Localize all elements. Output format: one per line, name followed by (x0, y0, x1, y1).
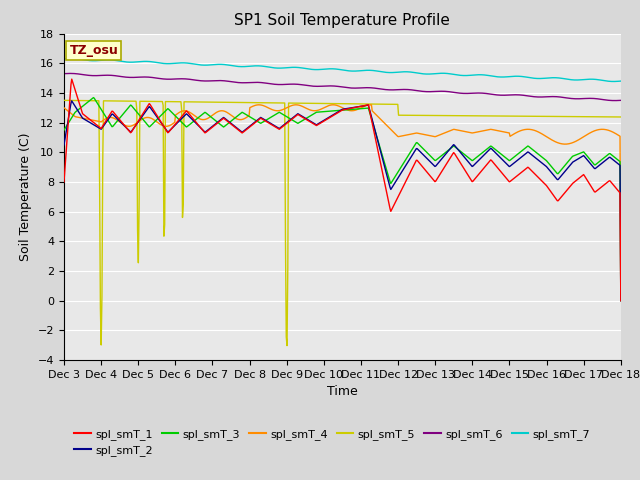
spl_smT_1 (428, 174, 435, 180)
spl_smT_6 (67, 71, 74, 76)
spl_smT_7 (68, 56, 76, 61)
Line: spl_smT_7: spl_smT_7 (64, 59, 621, 82)
spl_smT_1 (60, 179, 68, 185)
spl_smT_5 (411, 112, 419, 118)
spl_smT_3 (128, 104, 136, 109)
spl_smT_4 (428, 133, 435, 139)
spl_smT_7 (60, 56, 68, 62)
spl_smT_7 (185, 60, 193, 66)
spl_smT_5 (214, 99, 221, 105)
spl_smT_6 (71, 71, 79, 76)
spl_smT_6 (185, 76, 193, 82)
Line: spl_smT_1: spl_smT_1 (64, 79, 621, 300)
Line: spl_smT_4: spl_smT_4 (64, 105, 621, 300)
spl_smT_6 (214, 78, 222, 84)
spl_smT_4 (127, 123, 135, 129)
Line: spl_smT_2: spl_smT_2 (64, 101, 621, 300)
spl_smT_3 (411, 142, 419, 148)
spl_smT_7 (428, 71, 435, 77)
spl_smT_5 (617, 114, 625, 120)
spl_smT_3 (617, 298, 625, 303)
spl_smT_6 (428, 89, 435, 95)
spl_smT_6 (60, 71, 68, 76)
spl_smT_6 (617, 97, 625, 103)
Line: spl_smT_5: spl_smT_5 (64, 100, 621, 346)
Title: SP1 Soil Temperature Profile: SP1 Soil Temperature Profile (234, 13, 451, 28)
spl_smT_1 (71, 86, 79, 92)
spl_smT_4 (70, 113, 78, 119)
spl_smT_4 (60, 105, 68, 111)
spl_smT_5 (428, 113, 435, 119)
spl_smT_2 (71, 103, 79, 108)
spl_smT_2 (214, 119, 222, 125)
spl_smT_1 (214, 120, 222, 125)
spl_smT_7 (609, 79, 617, 84)
Text: TZ_osu: TZ_osu (70, 44, 118, 57)
spl_smT_5 (60, 97, 68, 103)
spl_smT_7 (617, 78, 625, 84)
spl_smT_5 (127, 98, 135, 104)
spl_smT_4 (214, 109, 221, 115)
spl_smT_6 (411, 87, 419, 93)
spl_smT_3 (90, 95, 97, 100)
Y-axis label: Soil Temperature (C): Soil Temperature (C) (19, 132, 32, 261)
spl_smT_7 (128, 60, 136, 65)
spl_smT_7 (411, 70, 419, 75)
spl_smT_1 (617, 298, 625, 303)
X-axis label: Time: Time (327, 385, 358, 398)
spl_smT_2 (128, 128, 136, 133)
spl_smT_2 (411, 148, 419, 154)
spl_smT_2 (185, 113, 193, 119)
spl_smT_1 (68, 76, 76, 82)
spl_smT_1 (128, 128, 136, 134)
spl_smT_4 (255, 102, 263, 108)
spl_smT_3 (60, 127, 68, 133)
Legend: spl_smT_1, spl_smT_2, spl_smT_3, spl_smT_4, spl_smT_5, spl_smT_6, spl_smT_7: spl_smT_1, spl_smT_2, spl_smT_3, spl_smT… (70, 424, 595, 461)
spl_smT_3 (214, 120, 222, 126)
spl_smT_1 (185, 110, 193, 116)
spl_smT_3 (185, 122, 193, 128)
spl_smT_5 (70, 97, 78, 103)
spl_smT_7 (71, 56, 79, 61)
spl_smT_4 (411, 131, 419, 136)
spl_smT_4 (617, 298, 625, 303)
Line: spl_smT_3: spl_smT_3 (64, 97, 621, 300)
spl_smT_1 (411, 160, 419, 166)
spl_smT_6 (128, 74, 136, 80)
spl_smT_5 (184, 99, 192, 105)
spl_smT_7 (214, 61, 222, 67)
spl_smT_2 (617, 298, 625, 303)
spl_smT_6 (611, 98, 618, 104)
spl_smT_3 (70, 111, 78, 117)
spl_smT_2 (428, 160, 435, 166)
spl_smT_5 (283, 343, 291, 348)
spl_smT_3 (428, 154, 435, 159)
spl_smT_2 (68, 98, 76, 104)
spl_smT_4 (184, 108, 192, 114)
spl_smT_2 (60, 142, 68, 148)
Line: spl_smT_6: spl_smT_6 (64, 73, 621, 101)
